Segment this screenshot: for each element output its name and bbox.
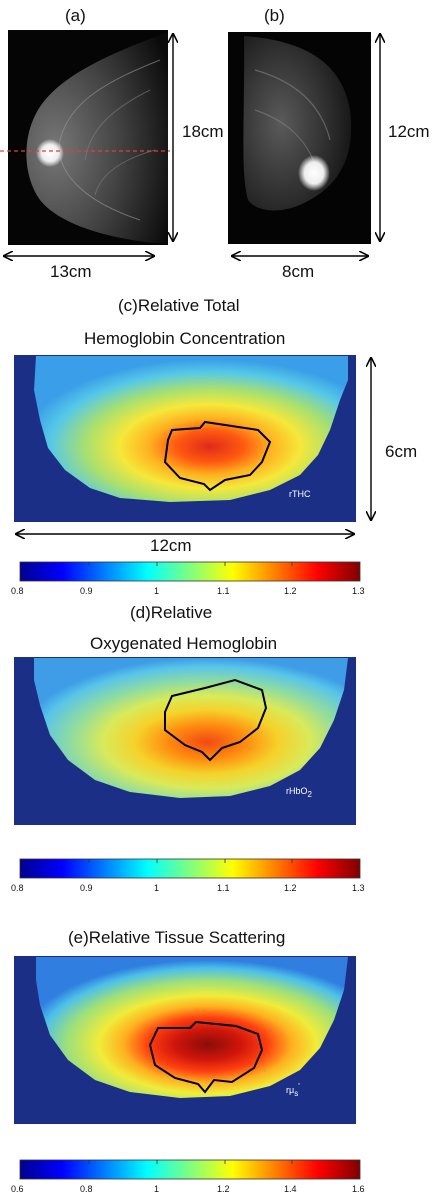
panel-e-title: (e)Relative Tissue Scattering <box>68 928 286 947</box>
heatmap-scattering <box>14 956 356 1124</box>
map-label-scattering: rμs' <box>286 1082 300 1098</box>
map-label-rhbo2-sub: 2 <box>307 789 312 799</box>
colorbar-d-tick-4: 1.2 <box>284 883 297 893</box>
heatmap-rhbo2 <box>14 657 356 825</box>
colorbar-e-tick-4: 1.4 <box>284 1184 297 1194</box>
panel-b-tag: (b) <box>264 6 285 25</box>
colorbar-c-tick-0: 0.8 <box>11 586 24 596</box>
map-label-scattering-sup: ' <box>298 1082 300 1091</box>
mri-image-b <box>228 32 371 244</box>
colorbar-ticks-e <box>88 1160 293 1164</box>
colorbar-e-tick-2: 1 <box>154 1184 160 1194</box>
panel-a-tag: (a) <box>65 6 86 25</box>
map-label-rhbo2-main: rHbO <box>286 786 308 796</box>
colorbar-d-tick-2: 1 <box>154 883 160 893</box>
panel-c-title-line1: (c)Relative Total <box>118 296 240 315</box>
colorbar-e-tick-5: 1.6 <box>352 1184 365 1194</box>
colorbar-e-tick-3: 1.2 <box>217 1184 230 1194</box>
panel-b-width-label: 8cm <box>282 262 315 281</box>
panel-a-height-label: 18cm <box>182 122 224 141</box>
colorbar-c-tick-5: 1.3 <box>352 586 365 596</box>
colorbar-c-tick-2: 1 <box>154 586 160 596</box>
map-label-scattering-main: rμ <box>286 1085 295 1095</box>
colorbar-e-tick-1: 0.8 <box>80 1184 93 1194</box>
colorbar-ticks-d <box>88 859 293 863</box>
heatmap-rthc <box>14 355 356 522</box>
colorbar-e <box>19 1159 361 1180</box>
colorbar-e-tick-0: 0.6 <box>11 1184 24 1194</box>
panel-d-title-line2: Oxygenated Hemoglobin <box>90 634 278 653</box>
panel-c-title-line2: Hemoglobin Concentration <box>84 329 286 348</box>
panel-d-title-line1: (d)Relative <box>130 603 213 622</box>
colorbar-d-tick-5: 1.3 <box>352 883 365 893</box>
colorbar-d-tick-3: 1.1 <box>217 883 230 893</box>
panel-a-width-label: 13cm <box>50 262 92 281</box>
colorbar-d-tick-1: 0.9 <box>80 883 93 893</box>
colorbar-c-tick-4: 1.2 <box>284 586 297 596</box>
map-label-scattering-sub: s <box>294 1088 299 1098</box>
colorbar-c <box>19 561 361 582</box>
colorbar-ticks-c <box>88 562 293 566</box>
panel-c-height-label: 6cm <box>385 442 418 461</box>
panel-c-width-label: 12cm <box>150 536 192 555</box>
mri-image-a <box>0 30 170 245</box>
colorbar-c-tick-3: 1.1 <box>217 586 230 596</box>
panel-b-height-label: 12cm <box>388 122 430 141</box>
colorbar-d <box>19 858 361 879</box>
map-label-rhbo2: rHbO2 <box>286 786 312 799</box>
colorbar-d-tick-0: 0.8 <box>11 883 24 893</box>
colorbar-c-tick-1: 0.9 <box>80 586 93 596</box>
map-label-rthc: rTHC <box>289 489 311 499</box>
